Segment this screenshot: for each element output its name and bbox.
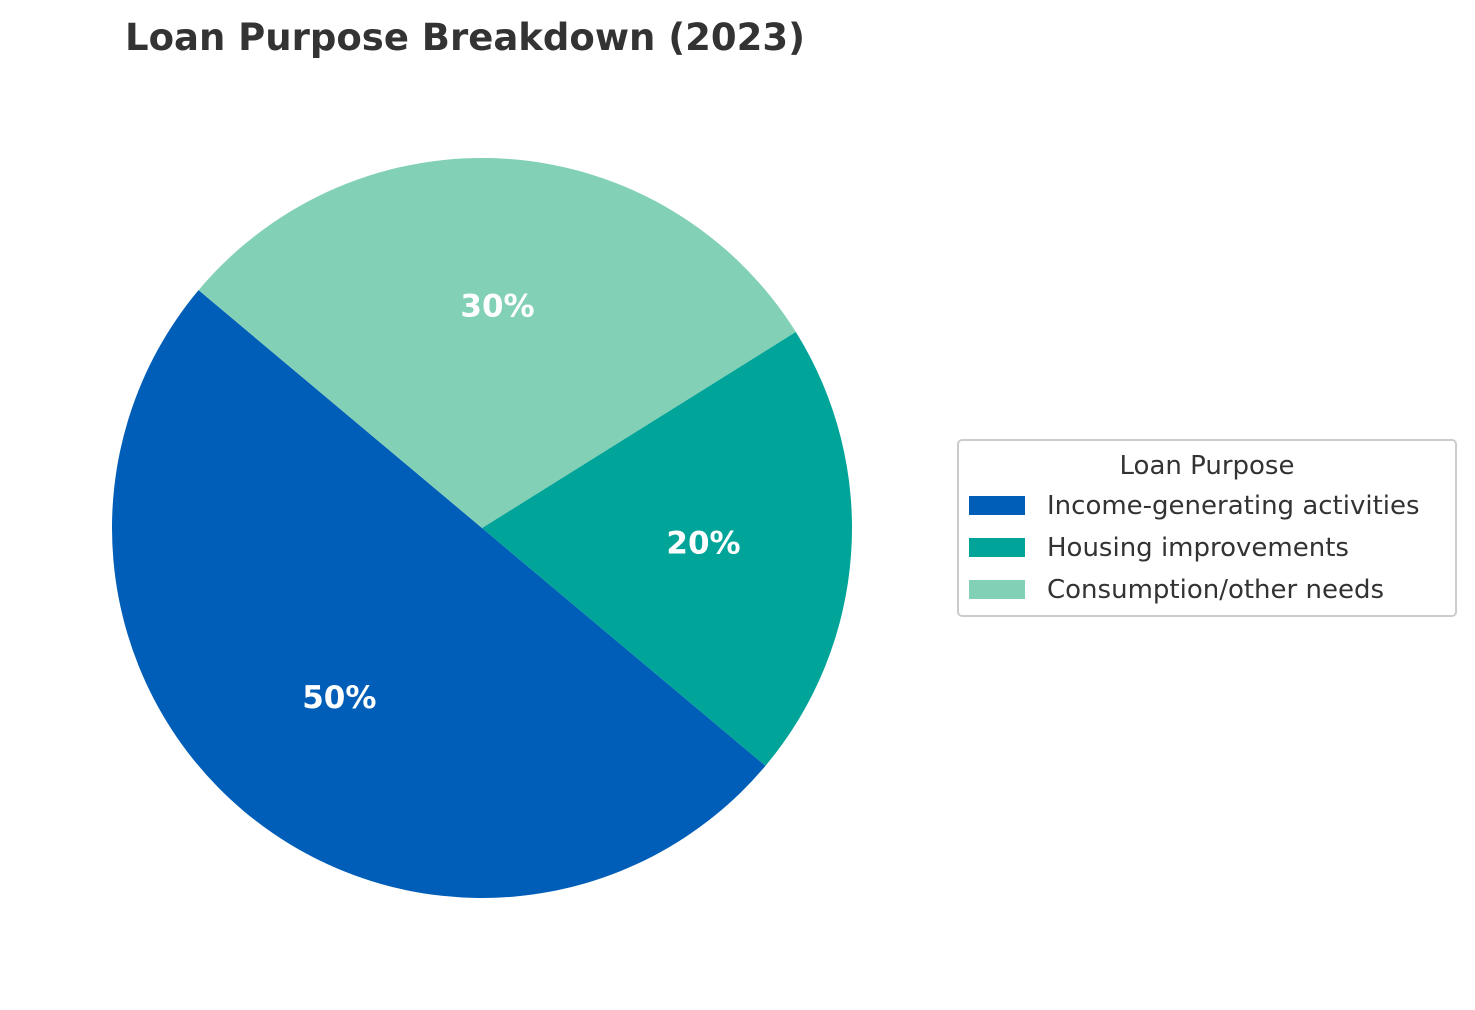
legend-swatch-3	[969, 580, 1025, 599]
legend-label-1: Income-generating activities	[1047, 491, 1420, 521]
percentage-labels: 50% 20% 30%	[302, 289, 740, 717]
legend-title: Loan Purpose	[1120, 451, 1295, 481]
pie-slice-2	[482, 331, 853, 766]
pie-slice-label-3: 30%	[460, 289, 534, 325]
pie-slice-label-2: 20%	[666, 526, 740, 562]
legend-swatch-1	[969, 496, 1025, 515]
legend-label-3: Consumption/other needs	[1047, 575, 1384, 605]
legend-label-2: Housing improvements	[1047, 533, 1349, 563]
pie-slice-3	[198, 157, 796, 529]
legend-frame	[957, 439, 1457, 617]
chart-title: Loan Purpose Breakdown (2023)	[125, 16, 805, 59]
legend-items: Income-generating activities Housing impr…	[969, 491, 1420, 605]
legend-swatch-2	[969, 538, 1025, 557]
pie	[111, 157, 853, 899]
legend: Loan Purpose Income-generating activitie…	[957, 439, 1457, 617]
pie-slice-label-1: 50%	[302, 680, 376, 716]
pie-slice-1	[111, 290, 766, 899]
